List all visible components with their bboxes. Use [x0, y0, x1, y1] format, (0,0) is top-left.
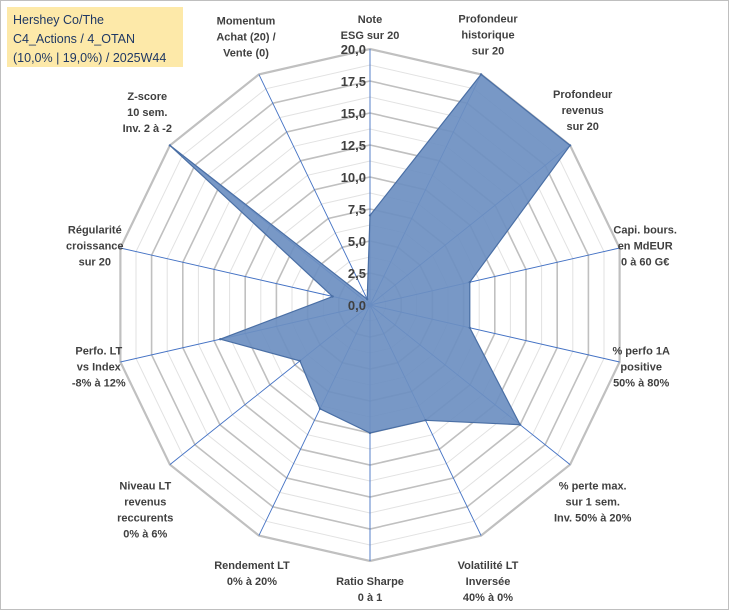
- axis-label-line: % perte max.: [559, 480, 627, 492]
- data-point: [368, 214, 372, 217]
- axis-label-line: Niveau LT: [119, 480, 171, 492]
- axis-label-line: Achat (20) /: [216, 32, 275, 44]
- axis-label: Z-score 10 sem. Inv. 2 à -2: [123, 91, 172, 135]
- title-line-3: (10,0% | 19,0%) / 2025W44: [13, 51, 167, 65]
- axis-label-line: 0 à 1: [358, 592, 382, 604]
- axis-label-line: historique: [461, 30, 514, 42]
- axis-label-line: Capi. bours.: [613, 224, 677, 236]
- axis-label: Note ESG sur 20: [341, 14, 400, 42]
- tick-label: 5,0: [348, 234, 366, 249]
- data-point: [518, 423, 522, 426]
- axis-label-line: reccurents: [117, 512, 173, 524]
- axis-label-line: Momentum: [217, 16, 276, 28]
- data-point: [318, 407, 322, 410]
- tick-label: 12,5: [341, 138, 366, 153]
- axis-spoke: [258, 74, 371, 306]
- axis-label-line: Vente (0): [223, 48, 269, 60]
- data-point: [468, 281, 471, 284]
- axis-label-line: revenus: [124, 496, 166, 508]
- axis-label-line: en MdEUR: [618, 240, 673, 252]
- axis-label: Perfo. LT vs Index -8% à 12%: [72, 345, 126, 389]
- axis-label-line: 0% à 6%: [123, 528, 167, 540]
- axis-label-line: Régularité: [68, 224, 122, 236]
- axis-label-line: croissance: [66, 240, 123, 252]
- tick-label: 20,0: [341, 42, 366, 57]
- axis-label-line: sur 20: [472, 46, 504, 58]
- data-point: [468, 326, 471, 329]
- axis-label: Momentum Achat (20) / Vente (0): [216, 16, 275, 60]
- tick-label: 17,5: [341, 74, 366, 89]
- tick-label: 0,0: [348, 298, 366, 313]
- axis-label-line: Volatilité LT: [458, 560, 519, 572]
- title-line-1: Hershey Co/The: [13, 13, 105, 27]
- axis-label-line: Inversée: [466, 576, 511, 588]
- axis-label: Capi. bours. en MdEUR 0 à 60 G€: [613, 224, 677, 268]
- axis-label-line: Ratio Sharpe: [336, 576, 404, 588]
- axis-label-line: vs Index: [77, 361, 122, 373]
- data-point: [168, 144, 172, 147]
- axis-label: Régularité croissance sur 20: [66, 224, 123, 268]
- axis-label-line: revenus: [562, 105, 604, 117]
- axis-spoke: [120, 247, 371, 306]
- axis-label-line: 10 sem.: [127, 107, 167, 119]
- axis-label-line: Z-score: [127, 91, 167, 103]
- data-point: [479, 73, 483, 76]
- axis-label: Ratio Sharpe 0 à 1: [336, 576, 404, 604]
- data-point: [331, 295, 334, 298]
- axis-label-line: 40% à 0%: [463, 592, 513, 604]
- title-line-2: C4_Actions / 4_OTAN: [13, 32, 136, 46]
- axis-label-line: positive: [620, 361, 662, 373]
- axis-label-line: Profondeur: [458, 14, 518, 26]
- axis-label: % perte max. sur 1 sem. Inv. 50% à 20%: [554, 480, 632, 524]
- data-point: [366, 298, 369, 301]
- data-point: [568, 144, 572, 147]
- axis-label-line: sur 1 sem.: [565, 496, 619, 508]
- axis-label-line: Perfo. LT: [75, 345, 122, 357]
- axis-label-line: Inv. 50% à 20%: [554, 512, 632, 524]
- data-point: [424, 419, 427, 422]
- axis-label-line: ESG sur 20: [341, 30, 400, 42]
- axis-label: % perfo 1A positive 50% à 80%: [612, 345, 670, 389]
- tick-label: 7,5: [348, 202, 366, 217]
- axis-label-line: 50% à 80%: [613, 377, 669, 389]
- axis-label: Profondeur historique sur 20: [458, 14, 518, 58]
- axis-label: Rendement LT 0% à 20%: [214, 560, 290, 588]
- data-point: [298, 359, 302, 363]
- tick-label: 10,0: [341, 170, 366, 185]
- axis-label-line: 0 à 60 G€: [621, 256, 669, 268]
- tick-label: 15,0: [341, 106, 366, 121]
- axis-label-line: Inv. 2 à -2: [123, 123, 172, 135]
- tick-label: 2,5: [348, 266, 366, 281]
- axis-label: Profondeur revenus sur 20: [553, 89, 613, 133]
- data-point: [219, 338, 222, 341]
- axis-label: Volatilité LT Inversée 40% à 0%: [458, 560, 519, 604]
- axis-label-line: % perfo 1A: [612, 345, 670, 357]
- axis-label-line: 0% à 20%: [227, 576, 277, 588]
- axis-label-line: Profondeur: [553, 89, 613, 101]
- axis-label-line: Note: [358, 14, 382, 26]
- chart-title-box: Hershey Co/The C4_Actions / 4_OTAN (10,0…: [7, 7, 183, 67]
- axis-label-line: sur 20: [79, 256, 111, 268]
- data-point: [368, 431, 372, 435]
- axis-label-line: Rendement LT: [214, 560, 290, 572]
- axis-label-line: sur 20: [566, 121, 598, 133]
- axis-label-line: -8% à 12%: [72, 377, 126, 389]
- axis-label: Niveau LT revenus reccurents 0% à 6%: [117, 480, 173, 540]
